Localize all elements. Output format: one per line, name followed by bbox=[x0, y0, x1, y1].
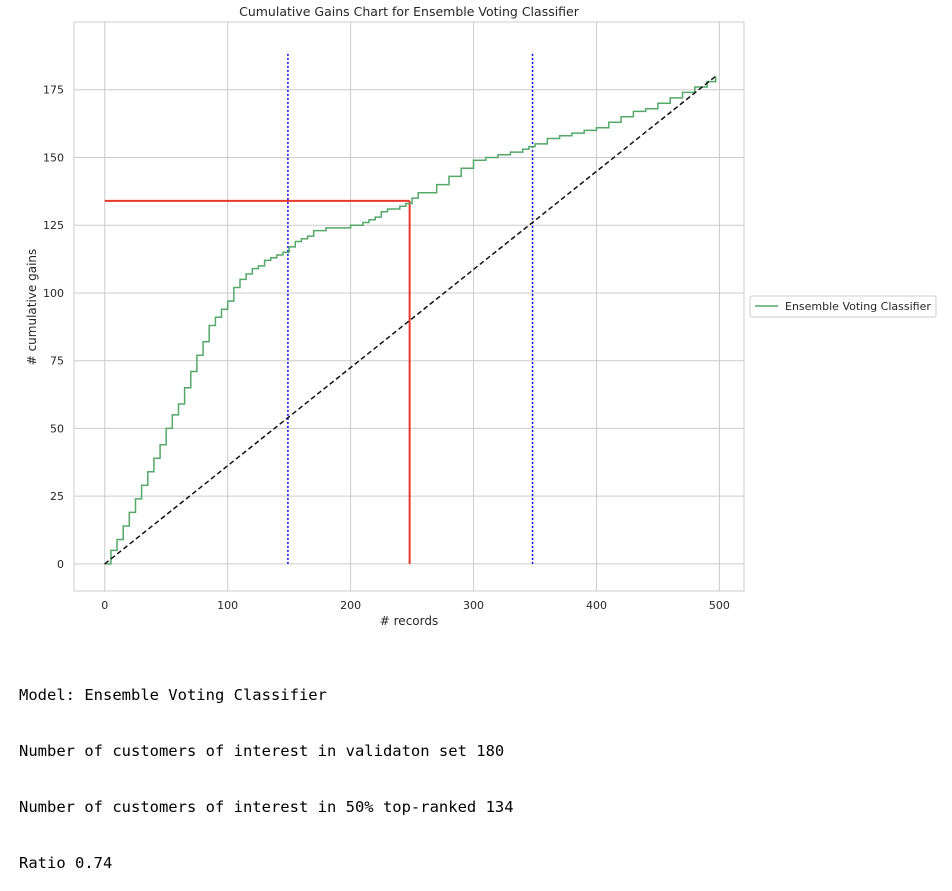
tick-labels: 0 100 200 300 400 500 0 25 50 75 100 125 150 175 bbox=[43, 84, 730, 612]
y-axis-label: # cumulative gains bbox=[25, 249, 39, 366]
legend: Ensemble Voting Classifier bbox=[749, 295, 937, 318]
chart-title: Cumulative Gains Chart for Ensemble Voti… bbox=[239, 4, 580, 19]
gains-curve-line bbox=[104, 76, 717, 565]
legend-entry: Ensemble Voting Classifier bbox=[785, 300, 931, 313]
y-tick-label: 0 bbox=[57, 558, 64, 571]
output-line-total: Number of customers of interest in valid… bbox=[19, 741, 505, 760]
reference-lines bbox=[104, 51, 534, 564]
y-tick-label: 175 bbox=[43, 84, 64, 97]
x-tick-label: 200 bbox=[340, 599, 361, 612]
y-tick-label: 75 bbox=[50, 355, 64, 368]
series-lines bbox=[104, 75, 717, 565]
y-tick-label: 100 bbox=[43, 287, 64, 300]
x-tick-label: 300 bbox=[463, 599, 484, 612]
y-tick-label: 50 bbox=[50, 422, 64, 435]
output-line-top: Number of customers of interest in 50% t… bbox=[19, 797, 514, 816]
x-tick-label: 400 bbox=[586, 599, 607, 612]
y-tick-label: 125 bbox=[43, 219, 64, 232]
baseline-dashed-line bbox=[104, 75, 717, 565]
output-line-ratio: Ratio 0.74 bbox=[19, 853, 113, 872]
cumulative-gains-chart: 0 100 200 300 400 500 0 25 50 75 100 125 150 175 Cumu… bbox=[25, 4, 937, 628]
x-axis-label: # records bbox=[380, 614, 438, 628]
x-tick-label: 500 bbox=[709, 599, 730, 612]
legend-box bbox=[749, 295, 937, 318]
output-line-model: Model: Ensemble Voting Classifier bbox=[19, 686, 327, 705]
x-tick-label: 0 bbox=[101, 599, 108, 612]
console-output: Model: Ensemble Voting Classifier Number… bbox=[19, 649, 514, 891]
x-tick-label: 100 bbox=[217, 599, 238, 612]
y-tick-label: 25 bbox=[50, 490, 64, 503]
y-tick-label: 150 bbox=[43, 151, 64, 164]
